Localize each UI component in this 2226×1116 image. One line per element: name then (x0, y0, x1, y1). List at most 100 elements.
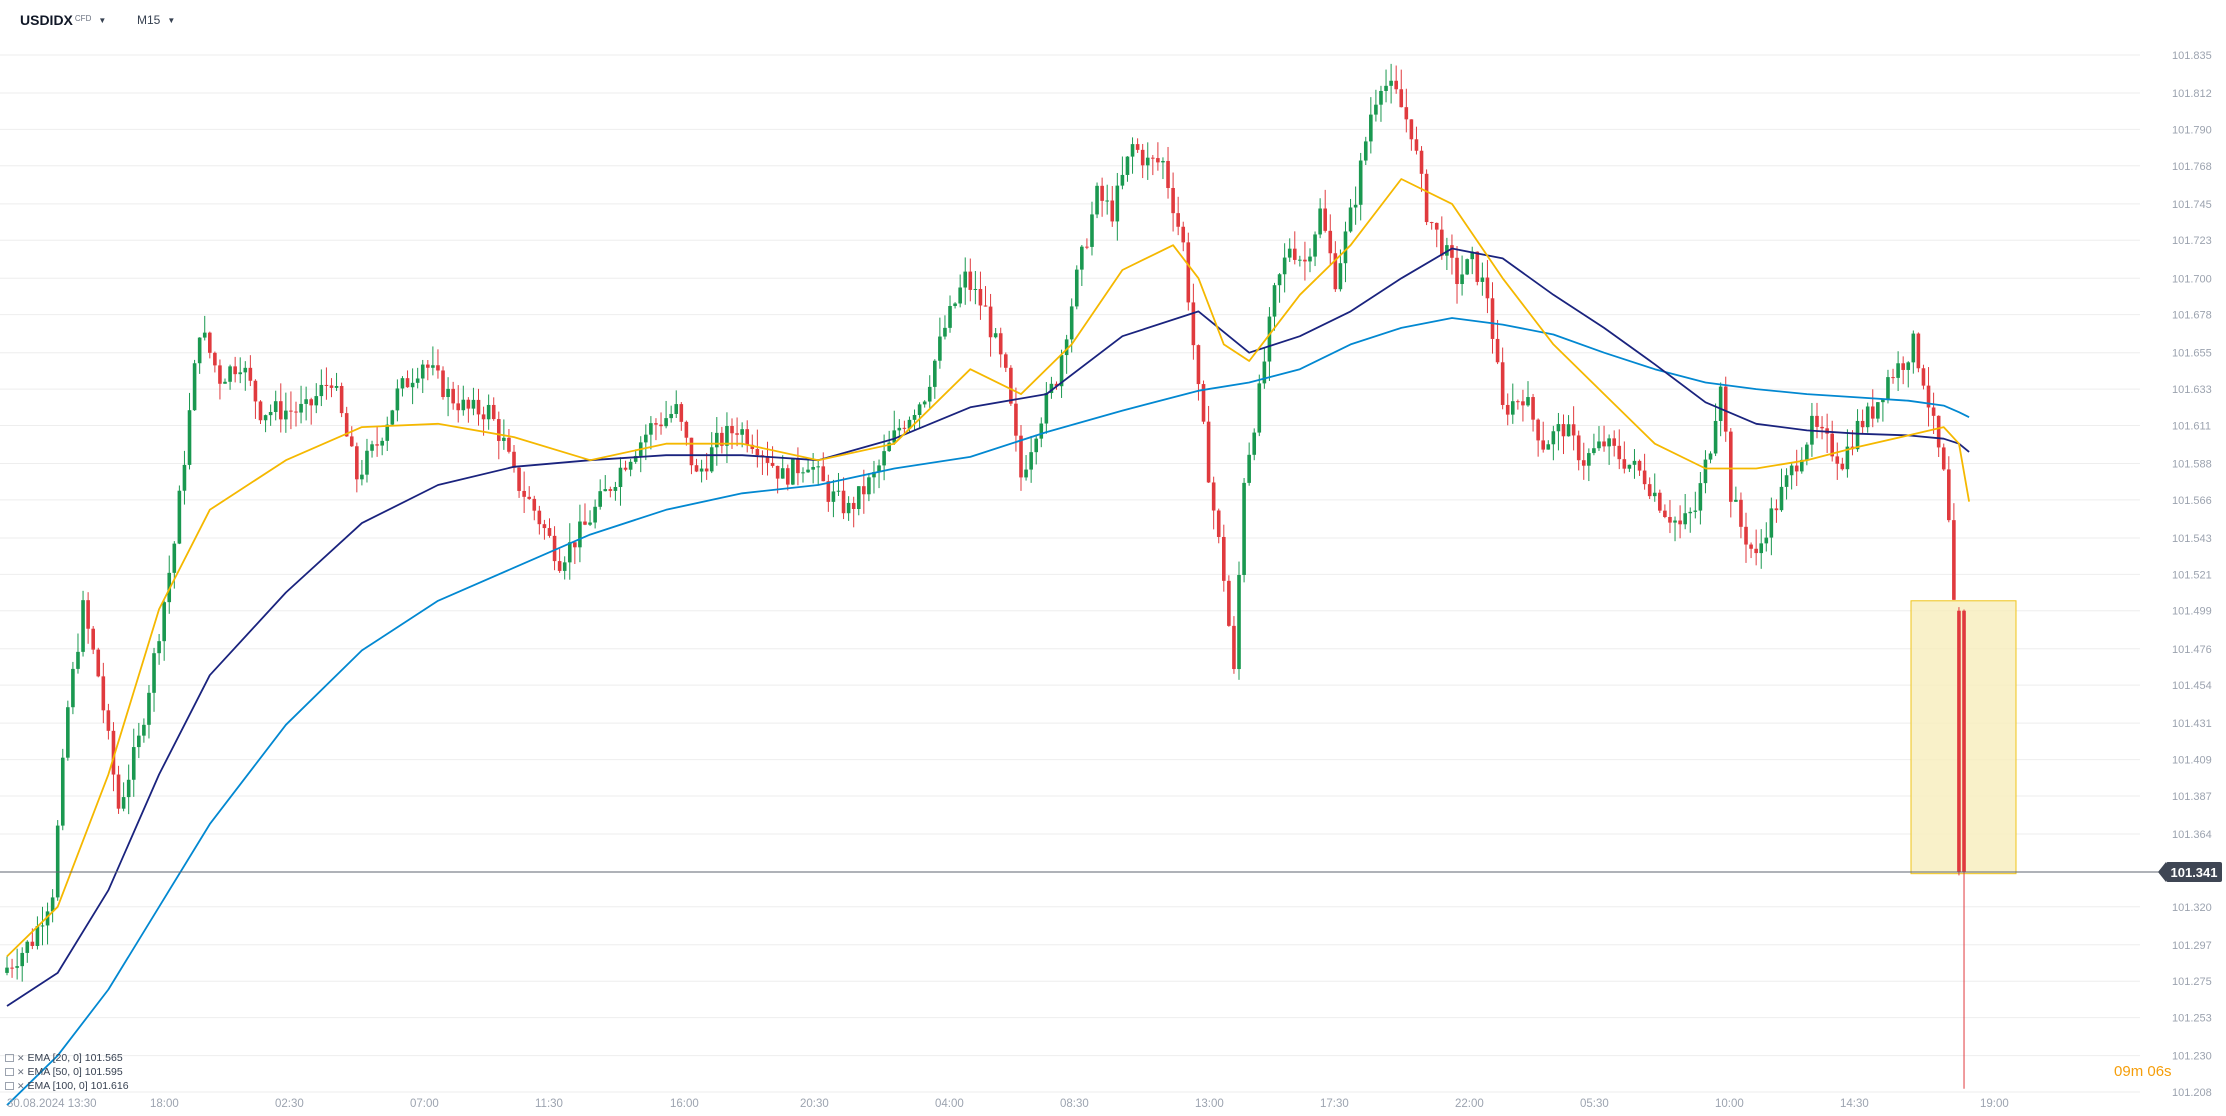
candle (1313, 231, 1317, 267)
candle (623, 460, 628, 472)
candle (213, 351, 217, 373)
candle (1840, 457, 1845, 471)
candle (10, 958, 14, 978)
candle (1125, 156, 1130, 182)
candle (679, 402, 684, 431)
timeframe-selector[interactable]: M15 ▼ (137, 10, 175, 30)
candle (801, 467, 805, 483)
indicator-settings-icon[interactable] (5, 1054, 14, 1062)
candle (1074, 265, 1079, 310)
candle (760, 450, 765, 475)
candle (1470, 246, 1475, 275)
candle (1379, 85, 1383, 122)
candle (1465, 258, 1469, 276)
candle (1723, 376, 1728, 442)
candle-countdown: 09m 06s (2114, 1063, 2172, 1080)
candle (1363, 136, 1368, 166)
candle (1064, 334, 1069, 374)
indicator-settings-icon[interactable] (5, 1082, 14, 1090)
candle (1105, 184, 1109, 215)
legend-label: EMA [50, 0] 101.595 (27, 1066, 123, 1078)
candle (1566, 415, 1571, 437)
candle (547, 518, 552, 538)
x-tick-label: 20:30 (800, 1098, 829, 1110)
x-tick-label: 11:30 (535, 1098, 563, 1110)
candle (968, 258, 973, 302)
candle (131, 728, 136, 797)
candle (96, 647, 101, 678)
candle (1247, 442, 1251, 486)
candle (1232, 616, 1236, 674)
candle (1820, 416, 1824, 440)
candle (831, 479, 836, 518)
candle (1024, 455, 1028, 481)
candle (562, 556, 567, 580)
close-icon[interactable]: ✕ (17, 1053, 25, 1063)
candle (1860, 409, 1865, 434)
candle (1019, 425, 1023, 491)
candle (1693, 491, 1698, 519)
candle (1201, 380, 1206, 425)
candle (1206, 405, 1211, 483)
y-tick-label: 101.230 (2172, 1051, 2212, 1063)
candle (567, 523, 572, 580)
candle (1455, 246, 1459, 304)
y-tick-label: 101.566 (2172, 495, 2212, 507)
candle (208, 331, 212, 359)
candle (720, 426, 724, 454)
candle (1495, 319, 1500, 365)
ema20-line (6, 178, 1970, 958)
candle (912, 409, 917, 430)
candle (1794, 449, 1799, 487)
candle (856, 486, 861, 516)
candle (532, 495, 537, 521)
candle (15, 948, 19, 980)
candle (1272, 282, 1277, 331)
candle (390, 409, 395, 426)
candle (1171, 172, 1175, 232)
candle (958, 274, 962, 308)
candle (659, 412, 663, 435)
candle (116, 765, 121, 814)
legend-item-ema100[interactable]: ✕ EMA [100, 0] 101.616 (5, 1079, 129, 1093)
legend-item-ema50[interactable]: ✕ EMA [50, 0] 101.595 (5, 1065, 129, 1079)
y-tick-label: 101.611 (2172, 420, 2211, 432)
candle (1389, 63, 1393, 104)
candle (451, 381, 455, 410)
y-tick-label: 101.723 (2172, 235, 2212, 247)
candle (993, 327, 998, 339)
candle (471, 387, 476, 416)
y-tick-label: 101.275 (2172, 976, 2212, 988)
candle (1227, 575, 1231, 627)
candle (476, 388, 481, 426)
candle (334, 372, 339, 391)
legend-item-ema20[interactable]: ✕ EMA [20, 0] 101.565 (5, 1051, 129, 1065)
close-icon[interactable]: ✕ (17, 1081, 25, 1091)
candle (841, 477, 846, 520)
candle (578, 504, 582, 563)
candle (60, 748, 65, 831)
candle (218, 359, 222, 400)
candle (162, 600, 166, 661)
candle (431, 346, 435, 376)
legend-label: EMA [20, 0] 101.565 (27, 1052, 123, 1064)
candle (1916, 332, 1921, 373)
indicator-settings-icon[interactable] (5, 1068, 14, 1076)
candle (177, 485, 182, 545)
candle (1338, 249, 1343, 292)
candle (248, 355, 253, 387)
x-tick-label: 10:00 (1715, 1098, 1744, 1110)
candle (86, 592, 90, 644)
candle (101, 662, 106, 724)
countdown-minutes: 09 (2114, 1063, 2131, 1080)
candle (811, 452, 815, 484)
candle (608, 486, 613, 498)
candle (1475, 251, 1480, 286)
symbol-selector[interactable]: USDIDX CFD ▼ (20, 10, 106, 30)
chevron-down-icon: ▼ (98, 15, 107, 25)
candle (1374, 89, 1378, 122)
candle (745, 420, 750, 453)
close-icon[interactable]: ✕ (17, 1067, 25, 1077)
ema-lines (6, 178, 1970, 1106)
